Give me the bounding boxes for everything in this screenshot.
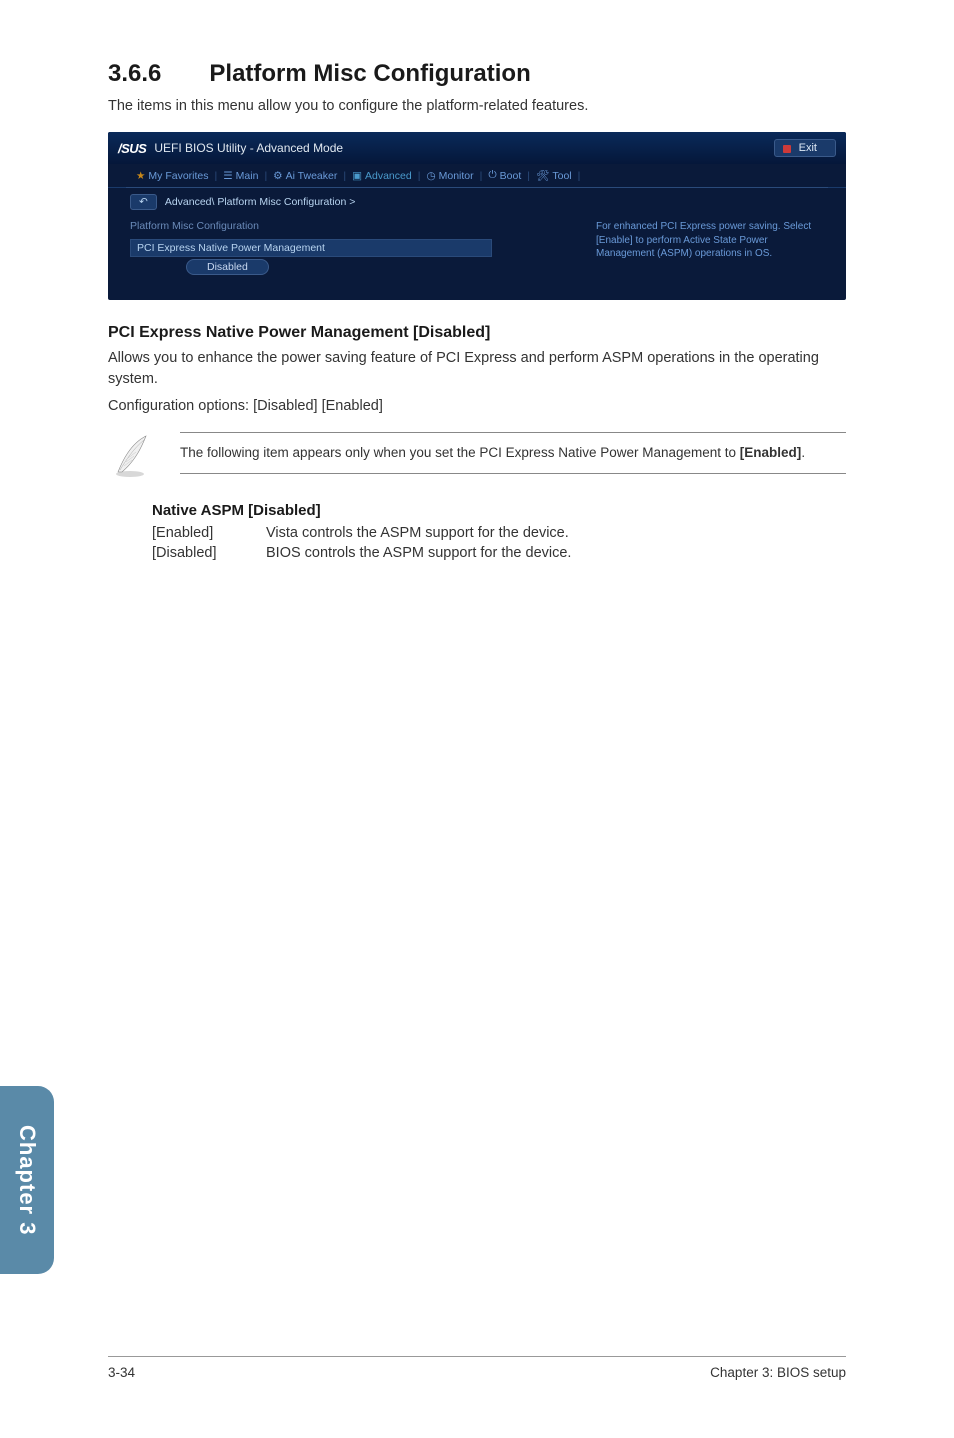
bios-screenshot: /SUS UEFI BIOS Utility - Advanced Mode E… — [108, 132, 846, 300]
exit-label: Exit — [799, 142, 817, 154]
power-icon: ⏻ — [488, 169, 496, 182]
section-description: The items in this menu allow you to conf… — [108, 98, 846, 114]
note-pre: The following item appears only when you… — [180, 445, 740, 460]
tool-icon: 🛠 — [536, 169, 549, 182]
bios-body: Platform Misc Configuration PCI Express … — [108, 216, 846, 285]
pci-native-heading: PCI Express Native Power Management [Dis… — [108, 324, 846, 342]
note-row: The following item appears only when you… — [108, 432, 846, 480]
note-post: . — [801, 445, 805, 460]
exit-button[interactable]: Exit — [774, 139, 836, 157]
option-val: BIOS controls the ASPM support for the d… — [266, 545, 571, 561]
bios-config-title: Platform Misc Configuration — [130, 220, 584, 232]
option-row: [Enabled] Vista controls the ASPM suppor… — [152, 525, 846, 541]
bios-titlebar: /SUS UEFI BIOS Utility - Advanced Mode E… — [108, 132, 846, 164]
tab-tool[interactable]: 🛠 Tool — [536, 169, 572, 182]
monitor-icon: ◷ — [426, 170, 435, 182]
tab-favorites[interactable]: ★My Favorites — [136, 170, 209, 182]
section-heading: 3.6.6 Platform Misc Configuration — [108, 60, 846, 88]
tab-monitor[interactable]: ◷ Monitor — [426, 170, 473, 182]
pci-native-desc: Allows you to enhance the power saving f… — [108, 348, 846, 390]
tab-boot[interactable]: ⏻ Boot — [488, 169, 521, 182]
star-icon: ★ — [136, 170, 145, 182]
breadcrumb-text: Advanced\ Platform Misc Configuration > — [165, 196, 356, 208]
asus-logo: /SUS — [118, 141, 146, 156]
footer: 3-34 Chapter 3: BIOS setup — [108, 1356, 846, 1380]
bios-tabs: ★My Favorites | ☰ Main | ⚙ Ai Tweaker | … — [108, 164, 846, 188]
note-bold: [Enabled] — [740, 445, 802, 460]
list-icon: ☰ — [223, 170, 232, 182]
option-key: [Disabled] — [152, 545, 266, 561]
option-row: [Disabled] BIOS controls the ASPM suppor… — [152, 545, 846, 561]
footer-title: Chapter 3: BIOS setup — [710, 1365, 846, 1380]
tab-ai-tweaker[interactable]: ⚙ Ai Tweaker — [273, 170, 337, 182]
bios-setting-row: PCI Express Native Power Management Disa… — [130, 238, 584, 275]
back-button[interactable]: ↶ — [130, 194, 157, 210]
bios-title-text: UEFI BIOS Utility - Advanced Mode — [154, 141, 343, 155]
note-text: The following item appears only when you… — [180, 432, 846, 474]
page-number: 3-34 — [108, 1365, 135, 1380]
bios-help-pane: For enhanced PCI Express power saving. S… — [596, 220, 828, 275]
chip-icon: ⚙ — [273, 170, 282, 182]
section-number: 3.6.6 — [108, 60, 161, 87]
option-val: Vista controls the ASPM support for the … — [266, 525, 569, 541]
native-aspm-title: Native ASPM [Disabled] — [152, 502, 846, 519]
bios-breadcrumb: ↶ Advanced\ Platform Misc Configuration … — [108, 188, 846, 216]
tab-advanced[interactable]: ▣ Advanced — [352, 170, 412, 182]
pci-native-config: Configuration options: [Disabled] [Enabl… — [108, 398, 846, 414]
bios-setting-value[interactable]: Disabled — [186, 259, 269, 275]
bios-setting-label[interactable]: PCI Express Native Power Management — [130, 239, 492, 257]
feather-icon — [112, 432, 156, 480]
advanced-icon: ▣ — [352, 170, 362, 182]
bios-title-left: /SUS UEFI BIOS Utility - Advanced Mode — [118, 141, 343, 156]
bios-left-pane: Platform Misc Configuration PCI Express … — [130, 220, 584, 275]
chapter-tab: Chapter 3 — [0, 1086, 54, 1274]
native-aspm-block: Native ASPM [Disabled] [Enabled] Vista c… — [108, 502, 846, 561]
tab-main[interactable]: ☰ Main — [223, 170, 258, 182]
chapter-tab-label: Chapter 3 — [14, 1125, 40, 1235]
option-key: [Enabled] — [152, 525, 266, 541]
section-title: Platform Misc Configuration — [209, 60, 530, 87]
